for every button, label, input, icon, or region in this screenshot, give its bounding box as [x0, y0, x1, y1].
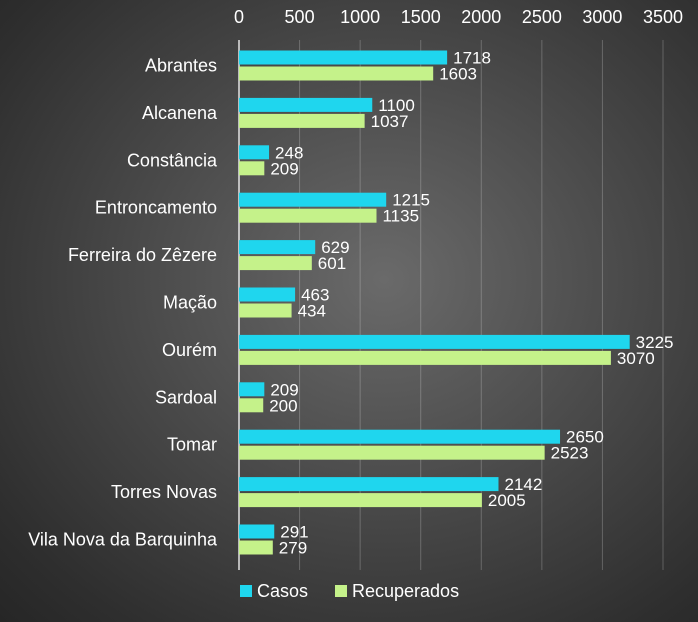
bar-recuperados — [239, 493, 482, 508]
bar-casos — [239, 429, 561, 444]
bar-recuperados — [239, 540, 273, 555]
x-tick-label: 1000 — [340, 7, 380, 27]
bar-casos — [239, 524, 275, 539]
x-tick-label: 2500 — [522, 7, 562, 27]
category-label: Ferreira do Zêzere — [68, 245, 217, 265]
bar-casos — [239, 50, 448, 65]
category-label: Constância — [127, 150, 218, 170]
data-label: 200 — [269, 396, 297, 415]
data-label: 463 — [301, 286, 329, 305]
data-label: 209 — [270, 159, 298, 178]
x-tick-label: 3500 — [643, 7, 683, 27]
data-label: 1603 — [439, 65, 477, 84]
data-label: 291 — [280, 523, 308, 542]
data-label: 209 — [270, 380, 298, 399]
legend-label: Recuperados — [352, 581, 459, 601]
bar-recuperados — [239, 66, 434, 81]
bar-casos — [239, 287, 296, 302]
legend-swatch-recuperados — [335, 585, 347, 597]
bar-casos — [239, 192, 387, 207]
bar-casos — [239, 97, 373, 112]
category-label: Torres Novas — [111, 482, 217, 502]
category-label: Ourém — [162, 340, 217, 360]
category-label: Tomar — [167, 435, 217, 455]
data-label: 248 — [275, 143, 303, 162]
bar-recuperados — [239, 303, 292, 318]
data-label: 3225 — [636, 333, 674, 352]
data-label: 279 — [279, 539, 307, 558]
x-tick-label: 2000 — [461, 7, 501, 27]
bar-recuperados — [239, 398, 264, 413]
data-label: 1215 — [392, 191, 430, 210]
legend-swatch-casos — [240, 585, 252, 597]
x-tick-label: 500 — [285, 7, 315, 27]
bar-casos — [239, 477, 499, 492]
category-label: Alcanena — [142, 103, 218, 123]
bar-recuperados — [239, 445, 545, 460]
data-label: 434 — [298, 302, 326, 321]
bar-recuperados — [239, 161, 265, 176]
x-tick-label: 3000 — [582, 7, 622, 27]
data-label: 1100 — [378, 96, 415, 115]
data-label: 2005 — [488, 491, 526, 510]
data-label: 1037 — [371, 112, 409, 131]
bar-recuperados — [239, 113, 365, 128]
bar-casos — [239, 240, 316, 255]
data-label: 1135 — [382, 207, 419, 226]
category-label: Vila Nova da Barquinha — [28, 530, 218, 550]
bar-recuperados — [239, 256, 312, 271]
category-label: Abrantes — [145, 56, 217, 76]
bar-recuperados — [239, 350, 611, 365]
bar-casos — [239, 145, 270, 160]
data-label: 601 — [318, 254, 346, 273]
category-label: Mação — [163, 293, 217, 313]
category-label: Entroncamento — [95, 198, 217, 218]
x-tick-label: 1500 — [401, 7, 441, 27]
data-label: 3070 — [617, 349, 655, 368]
data-label: 2650 — [566, 428, 604, 447]
category-label: Sardoal — [155, 387, 217, 407]
data-label: 2142 — [504, 475, 542, 494]
data-label: 629 — [321, 238, 349, 257]
legend-label: Casos — [257, 581, 308, 601]
x-tick-label: 0 — [234, 7, 244, 27]
bar-casos — [239, 334, 630, 349]
bar-recuperados — [239, 208, 377, 223]
bar-casos — [239, 382, 265, 397]
data-label: 1718 — [453, 49, 491, 68]
data-label: 2523 — [551, 444, 589, 463]
